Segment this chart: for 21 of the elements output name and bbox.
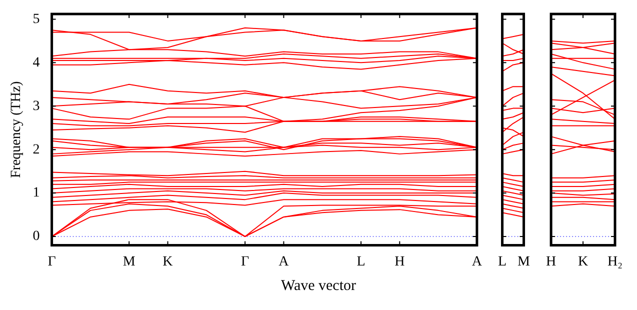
x-tick-label: M xyxy=(518,254,531,270)
y-tick-label: 0 xyxy=(32,229,40,244)
x-tick-label: L xyxy=(356,254,366,270)
x-axis-title: Wave vector xyxy=(280,278,357,295)
y-tick-label: 5 xyxy=(32,12,40,27)
y-tick-label: 1 xyxy=(32,186,40,201)
x-tick-label: H₂ xyxy=(608,254,623,270)
x-tick-label: H xyxy=(546,254,556,270)
x-tick-label: Γ xyxy=(48,254,56,270)
y-tick-label: 2 xyxy=(32,142,40,158)
x-tick-label: A xyxy=(278,254,290,270)
x-tick-label: M xyxy=(122,254,136,270)
x-tick-label: K xyxy=(578,254,588,270)
y-tick-label: 4 xyxy=(32,55,40,70)
y-tick-label: 3 xyxy=(32,98,40,114)
x-tick-label: L xyxy=(498,254,507,270)
y-axis-title: Frequency (THz) xyxy=(9,80,24,178)
x-tick-label: K xyxy=(162,254,173,270)
x-tick-label: A xyxy=(472,254,483,270)
x-tick-label: H xyxy=(394,254,405,270)
x-tick-label: Γ xyxy=(241,254,250,270)
